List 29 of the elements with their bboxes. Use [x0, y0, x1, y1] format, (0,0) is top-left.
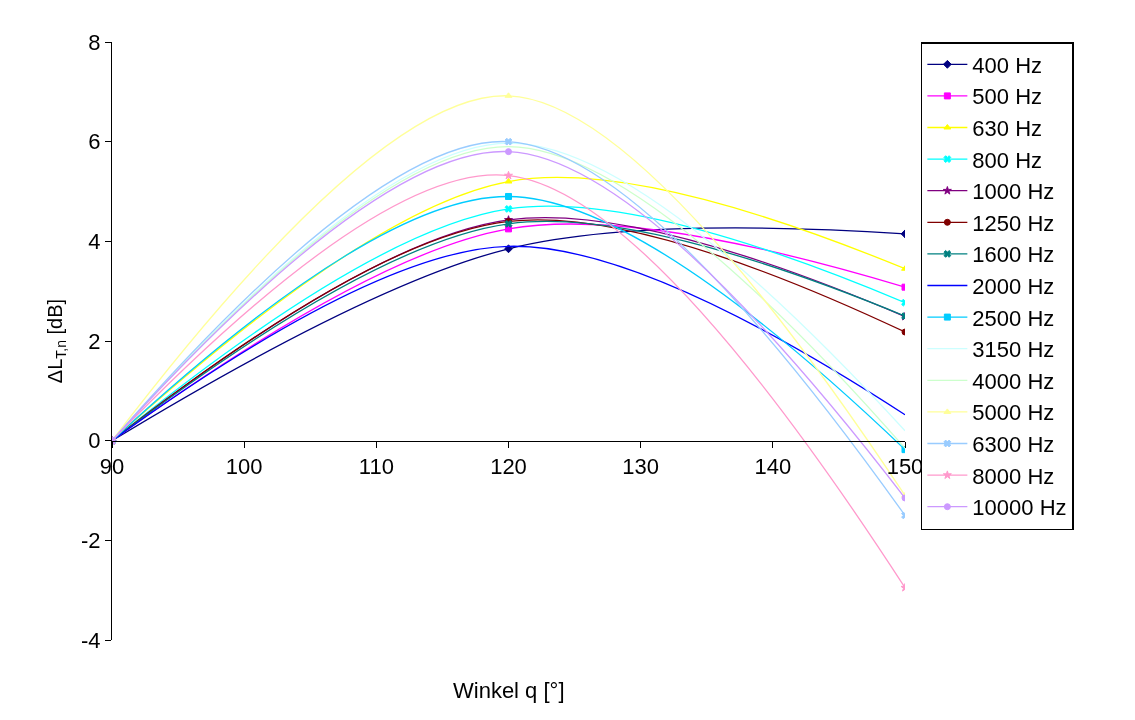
legend-label: 800 Hz — [972, 147, 1043, 173]
y-tick-label: -2 — [80, 528, 101, 554]
x-tick-label: 120 — [490, 454, 527, 480]
y-tick-label: -4 — [80, 627, 101, 653]
legend-label: 500 Hz — [972, 84, 1043, 110]
x-tick-label: 150 — [886, 454, 924, 480]
legend-label: 4000 Hz — [972, 368, 1055, 394]
x-tick-label: 110 — [358, 454, 394, 480]
legend-label: 6300 Hz — [972, 432, 1055, 458]
legend-label: 400 Hz — [972, 52, 1043, 78]
x-tick-label: 130 — [622, 454, 660, 480]
y-tick-label: 0 — [88, 428, 101, 454]
legend-label: 1000 Hz — [972, 179, 1055, 205]
x-tick-label: 100 — [225, 454, 263, 480]
x-axis-title: Winkel q [°] — [453, 678, 565, 703]
legend-label: 1250 Hz — [972, 210, 1055, 236]
legend-label: 1600 Hz — [972, 242, 1055, 268]
legend-label: 2500 Hz — [972, 305, 1055, 331]
x-tick-label: 140 — [754, 454, 792, 480]
y-tick-label: 4 — [88, 229, 101, 255]
legend-label: 630 Hz — [972, 116, 1043, 142]
legend-label: 5000 Hz — [972, 400, 1055, 426]
legend-label: 3150 Hz — [972, 337, 1055, 363]
y-tick-label: 6 — [88, 129, 101, 155]
y-tick-label: 2 — [88, 328, 101, 354]
legend-label: 10000 Hz — [972, 495, 1067, 521]
y-tick-label: 8 — [88, 29, 101, 55]
legend-label: 2000 Hz — [972, 274, 1055, 300]
legend-label: 8000 Hz — [972, 463, 1055, 489]
